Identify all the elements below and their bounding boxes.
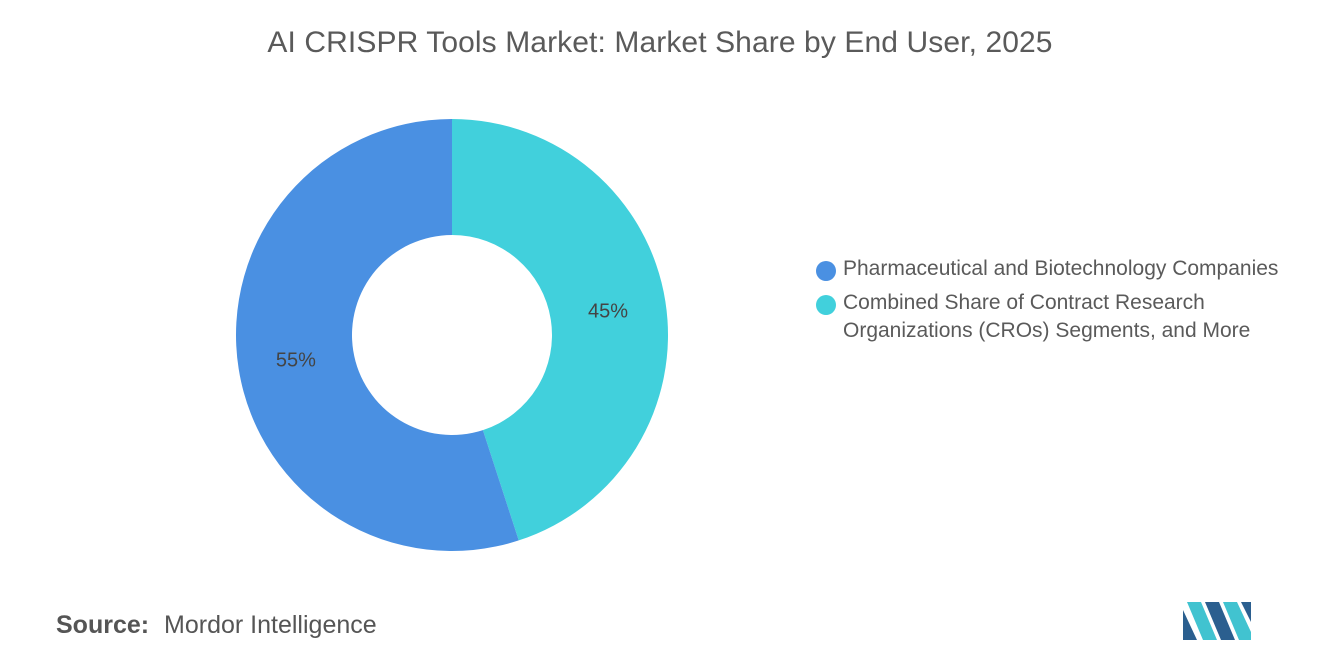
source-label: Source: bbox=[56, 611, 150, 639]
legend-swatch-pharma bbox=[816, 261, 836, 281]
legend-label-cros: Combined Share of Contract Research Orga… bbox=[843, 291, 1251, 342]
legend: Pharmaceutical and Biotechnology Compani… bbox=[816, 255, 1286, 351]
source-note: Source: Mordor Intelligence bbox=[56, 611, 377, 640]
source-text: Mordor Intelligence bbox=[164, 611, 377, 639]
legend-label-pharma: Pharmaceutical and Biotechnology Compani… bbox=[843, 257, 1279, 280]
legend-item-pharma: Pharmaceutical and Biotechnology Compani… bbox=[816, 255, 1286, 283]
chart-title: AI CRISPR Tools Market: Market Share by … bbox=[267, 26, 1053, 59]
mordor-intelligence-logo-icon bbox=[1183, 602, 1251, 640]
slice-label-cros: 45% bbox=[588, 300, 628, 322]
slice-cros bbox=[452, 119, 668, 541]
slice-label-pharma: 55% bbox=[276, 350, 316, 372]
legend-item-cros: Combined Share of Contract Research Orga… bbox=[816, 289, 1286, 345]
slice-pharma bbox=[236, 119, 519, 551]
donut-slices bbox=[236, 119, 668, 551]
legend-swatch-cros bbox=[816, 295, 836, 315]
slice-labels: 45% 55% bbox=[276, 300, 628, 371]
